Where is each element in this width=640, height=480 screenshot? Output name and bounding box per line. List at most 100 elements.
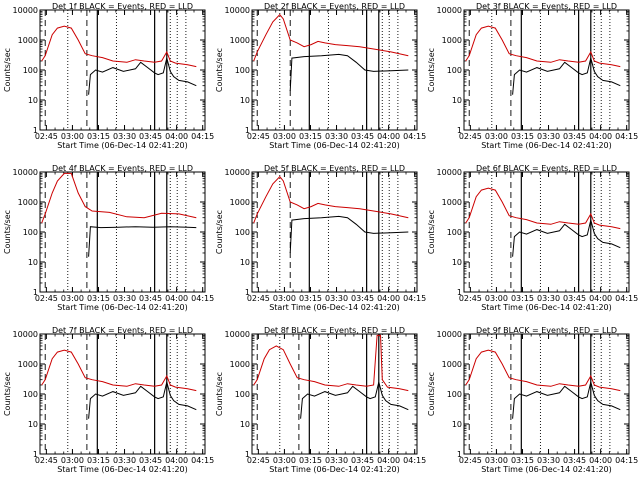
plot-frame — [463, 9, 630, 131]
plot-frame — [251, 171, 418, 293]
y-tick-label: 10 — [452, 96, 462, 105]
x-tick-label: 03:15 — [299, 294, 322, 303]
x-tick-label: 04:00 — [377, 132, 400, 141]
detector-panel: Det 7f BLACK = Events, RED = LLD 1 10 100 10… — [3, 326, 214, 474]
y-tick-label: 1000 — [442, 198, 462, 207]
x-tick-label: 04:15 — [615, 456, 638, 465]
y-tick-label: 1 — [245, 450, 250, 459]
x-tick-label: 02:45 — [459, 132, 482, 141]
plot-frame — [39, 333, 206, 455]
x-axis-label: Start Time (06-Dec-14 02:41:20) — [481, 141, 612, 150]
y-tick-label: 1000 — [442, 360, 462, 369]
plot-title: Det 7f BLACK = Events, RED = LLD — [52, 326, 193, 335]
series-events-line — [512, 381, 621, 419]
detector-panel: Det 8f BLACK = Events, RED = LLD 1 10 100 10… — [215, 326, 426, 474]
x-tick-label: 03:00 — [61, 294, 84, 303]
y-tick-label: 10000 — [13, 168, 38, 177]
plot-title: Det 1f BLACK = Events, RED = LLD — [52, 2, 193, 11]
plot-frame — [39, 9, 206, 131]
y-tick-label: 1 — [33, 126, 38, 135]
x-tick-label: 03:15 — [511, 132, 534, 141]
plot-title: Det 8f BLACK = Events, RED = LLD — [264, 326, 405, 335]
detector-panel: Det 1f BLACK = Events, RED = LLD 1 10 100 10… — [3, 2, 214, 150]
x-tick-label: 03:15 — [87, 294, 110, 303]
series-lld-line — [465, 349, 621, 392]
x-tick-label: 04:00 — [165, 132, 188, 141]
x-tick-label: 03:45 — [351, 294, 374, 303]
plot-frame — [463, 333, 630, 455]
y-tick-label: 10000 — [437, 6, 462, 15]
x-tick-label: 02:45 — [35, 132, 58, 141]
y-tick-label: 1000 — [230, 360, 250, 369]
series-events-line — [88, 226, 197, 257]
y-tick-label: 1000 — [18, 360, 38, 369]
x-tick-label: 03:15 — [511, 294, 534, 303]
x-tick-label: 03:45 — [351, 456, 374, 465]
x-axis-label: Start Time (06-Dec-14 02:41:20) — [481, 465, 612, 474]
y-tick-label: 1 — [457, 450, 462, 459]
detector-panel: Det 4f BLACK = Events, RED = LLD 1 10 100 10… — [3, 164, 214, 312]
x-tick-label: 03:45 — [563, 294, 586, 303]
y-tick-label: 10000 — [225, 168, 250, 177]
y-tick-label: 100 — [23, 228, 38, 237]
y-tick-label: 10000 — [437, 330, 462, 339]
x-axis-label: Start Time (06-Dec-14 02:41:20) — [57, 303, 188, 312]
y-tick-label: 100 — [235, 390, 250, 399]
y-tick-label: 10000 — [225, 6, 250, 15]
x-tick-label: 03:15 — [299, 456, 322, 465]
x-tick-label: 04:15 — [403, 132, 426, 141]
plot-title: Det 6f BLACK = Events, RED = LLD — [476, 164, 617, 173]
x-tick-label: 02:45 — [35, 456, 58, 465]
plot-title: Det 5f BLACK = Events, RED = LLD — [264, 164, 405, 173]
x-tick-label: 04:00 — [377, 294, 400, 303]
x-tick-label: 02:45 — [459, 294, 482, 303]
detector-panel: Det 6f BLACK = Events, RED = LLD 1 10 100 10… — [427, 164, 638, 312]
y-tick-label: 100 — [447, 66, 462, 75]
y-tick-label: 100 — [23, 390, 38, 399]
x-tick-label: 04:00 — [165, 294, 188, 303]
detector-panel: Det 5f BLACK = Events, RED = LLD 1 10 100 10… — [215, 164, 426, 312]
x-tick-label: 03:15 — [87, 456, 110, 465]
y-tick-label: 10000 — [437, 168, 462, 177]
y-tick-label: 100 — [23, 66, 38, 75]
y-tick-label: 1000 — [230, 198, 250, 207]
x-tick-label: 03:00 — [61, 456, 84, 465]
x-tick-label: 04:00 — [165, 456, 188, 465]
x-tick-label: 04:00 — [589, 456, 612, 465]
y-tick-label: 100 — [447, 228, 462, 237]
x-tick-label: 02:45 — [247, 294, 270, 303]
series-events-line — [88, 381, 197, 419]
y-tick-label: 10 — [452, 258, 462, 267]
detector-panel: Det 3f BLACK = Events, RED = LLD 1 10 100 10… — [427, 2, 638, 150]
x-tick-label: 02:45 — [459, 456, 482, 465]
series-lld-line — [465, 187, 621, 230]
series-lld-line — [41, 172, 197, 224]
series-lld-line — [253, 334, 409, 392]
x-tick-label: 04:00 — [589, 294, 612, 303]
series-lld-line — [465, 25, 621, 68]
y-tick-label: 10 — [452, 420, 462, 429]
x-tick-label: 03:15 — [87, 132, 110, 141]
series-events-line — [300, 381, 409, 419]
y-tick-label: 10 — [28, 258, 38, 267]
y-tick-label: 1 — [457, 288, 462, 297]
y-tick-label: 1 — [33, 288, 38, 297]
x-tick-label: 04:00 — [377, 456, 400, 465]
x-tick-label: 04:00 — [589, 132, 612, 141]
x-tick-label: 04:15 — [615, 294, 638, 303]
x-tick-label: 03:45 — [563, 132, 586, 141]
series-events-line — [289, 53, 409, 92]
x-tick-label: 03:00 — [485, 456, 508, 465]
series-lld-line — [253, 13, 409, 62]
y-axis-label: Counts/sec — [215, 48, 224, 92]
series-lld-line — [41, 25, 197, 68]
y-tick-label: 10 — [240, 258, 250, 267]
plot-frame — [251, 333, 418, 455]
y-axis-label: Counts/sec — [3, 210, 12, 254]
x-tick-label: 03:30 — [113, 294, 136, 303]
y-tick-label: 10 — [240, 420, 250, 429]
x-tick-label: 03:30 — [113, 456, 136, 465]
x-axis-label: Start Time (06-Dec-14 02:41:20) — [57, 465, 188, 474]
y-tick-label: 10 — [28, 420, 38, 429]
x-tick-label: 03:45 — [139, 456, 162, 465]
